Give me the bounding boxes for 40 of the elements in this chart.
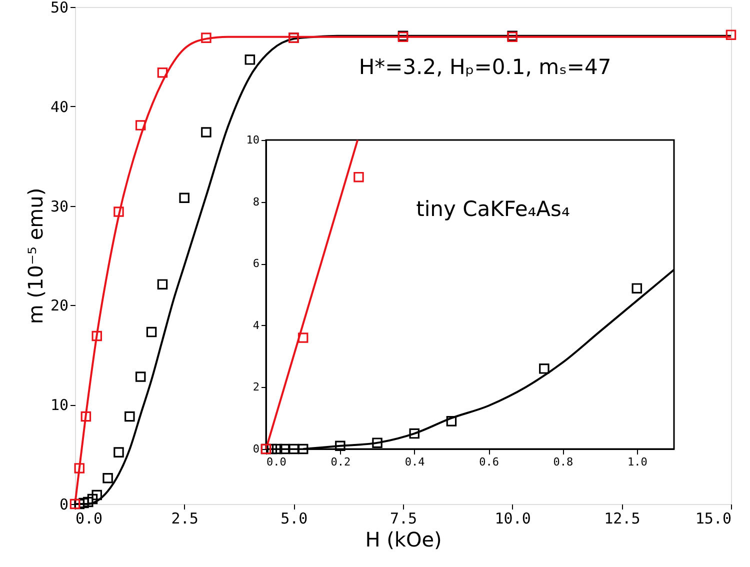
y-tick-label: 40: [50, 98, 68, 116]
x-tick-label: 0.6: [479, 456, 499, 468]
point: [539, 364, 550, 374]
y-tick-label: 2: [252, 380, 260, 394]
y-tick-label: 10: [50, 396, 68, 414]
x-tick-label: 7.5: [390, 510, 418, 528]
y-tick-label: 6: [252, 257, 260, 270]
point: [335, 440, 346, 452]
y-tick-label: 0: [59, 496, 68, 514]
x-tick-label: 10.0: [494, 510, 531, 528]
x-tick-label: 0.2: [330, 456, 351, 468]
x-tick-label: 2.5: [171, 510, 198, 528]
annotation: H*=3.2, Hₚ=0.1, mₛ=47: [358, 55, 612, 79]
x-axis-title: H (kOe): [365, 528, 442, 552]
point: [279, 444, 290, 454]
x-tick-label: 12.5: [604, 510, 640, 528]
point: [298, 332, 308, 343]
point: [298, 444, 308, 454]
point: [409, 428, 420, 439]
x-tick-label: 0.0: [266, 456, 286, 468]
x-tick-label: 1.0: [627, 456, 648, 468]
y-axis-title: m (10⁻⁵ emu): [23, 188, 48, 324]
x-tick-label: 0.0: [76, 510, 103, 528]
point: [288, 444, 299, 454]
x-tick-label: 15.0: [695, 510, 732, 528]
y-tick-label: 8: [252, 195, 260, 208]
x-tick-label: 0.4: [404, 456, 426, 468]
x-tick-label: 5.0: [280, 510, 308, 528]
point: [446, 416, 457, 426]
point: [354, 172, 364, 182]
annotation: tiny CaKFe₄As₄: [416, 197, 570, 221]
point: [372, 438, 382, 448]
y-tick-label: 0: [252, 442, 260, 456]
y-tick-label: 4: [252, 318, 260, 332]
y-tick-label: 10: [246, 134, 260, 146]
y-tick-label: 30: [50, 197, 68, 216]
y-tick-label: 20: [50, 296, 68, 315]
y-tick-label: 50: [50, 0, 68, 16]
x-tick-label: 0.8: [553, 456, 574, 468]
point: [632, 283, 642, 294]
